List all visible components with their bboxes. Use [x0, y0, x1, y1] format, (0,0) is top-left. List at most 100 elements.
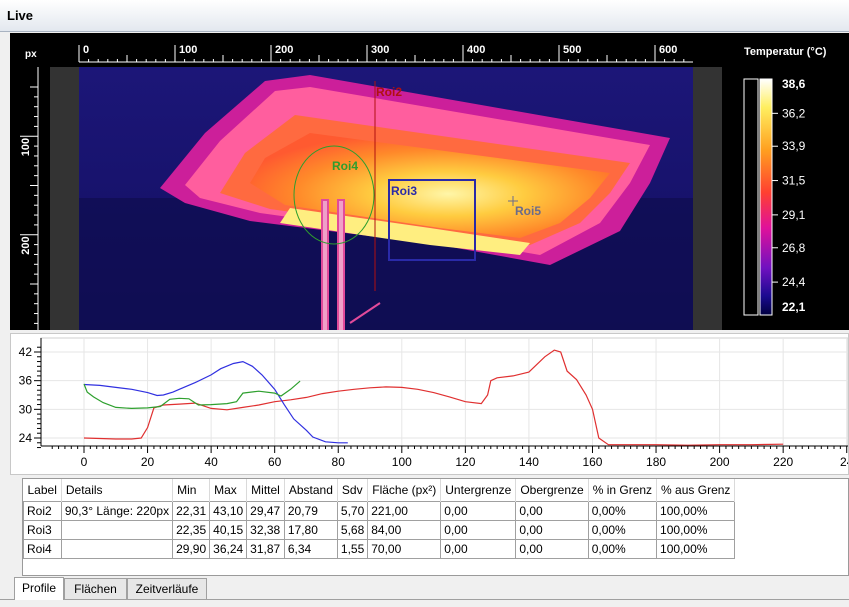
colorbar-ticks: 36,2 33,9 31,5 29,1 26,8 24,4	[772, 106, 806, 289]
table-cell: 100,00%	[657, 502, 735, 521]
roi4-label: Roi4	[332, 159, 358, 173]
thermal-svg[interactable]: Roi2 Roi4 Roi3 Roi5 px 0 100 200 300 400 500 6…	[10, 33, 849, 330]
table-cell: 40,15	[210, 521, 247, 540]
tab-label: Flächen	[74, 582, 117, 596]
x-tick-label: 0	[81, 455, 88, 469]
table-row[interactable]: Roi4 29,90 36,24 31,87 6,34 1,55 70,00 0,00 0,00…	[24, 540, 735, 559]
column-header[interactable]: Abstand	[284, 479, 337, 502]
table-cell: 90,3° Länge: 220px	[61, 502, 172, 521]
column-header[interactable]: Min	[173, 479, 210, 502]
colorbar-title: Temperatur (°C)	[744, 46, 827, 58]
table-cell: 70,00	[368, 540, 441, 559]
table-cell: Roi4	[24, 540, 62, 559]
table-cell: 20,79	[284, 502, 337, 521]
roi-stats-table[interactable]: Label Details Min Max Mittel Abstand Sdv Fläche…	[22, 478, 849, 576]
x-tick-label: 160	[582, 455, 602, 469]
x-tick-label: 24	[840, 455, 848, 469]
table-row[interactable]: Roi2 90,3° Länge: 220px 22,31 43,10 29,47 20,…	[24, 502, 735, 521]
table-cell: 0,00	[516, 502, 588, 521]
column-header[interactable]: Fläche (px²)	[368, 479, 441, 502]
table-cell: 0,00	[441, 521, 516, 540]
colorbar-max: 38,6	[782, 77, 806, 91]
colorbar-tick-label: 26,8	[782, 241, 806, 255]
table-cell: 5,70	[337, 502, 367, 521]
x-ruler-label: 500	[563, 44, 581, 56]
plot-area	[41, 338, 848, 446]
column-header[interactable]: % in Grenz	[588, 479, 656, 502]
table-cell: 29,90	[173, 540, 210, 559]
table-row[interactable]: Roi3 22,35 40,15 32,38 17,80 5,68 84,00 0,00 0,0…	[24, 521, 735, 540]
tab-label: Zeitverläufe	[136, 582, 199, 596]
table-cell: 6,34	[284, 540, 337, 559]
table-header-row: Label Details Min Max Mittel Abstand Sdv Fläche…	[24, 479, 735, 502]
x-tick-label: 140	[519, 455, 539, 469]
column-header[interactable]: Sdv	[337, 479, 367, 502]
table-cell: 100,00%	[657, 521, 735, 540]
y-ruler-label: 200	[20, 236, 32, 254]
tab-profile[interactable]: Profile	[14, 577, 64, 600]
column-header[interactable]: Untergrenze	[441, 479, 516, 502]
table-cell: 221,00	[368, 502, 441, 521]
column-header[interactable]: Obergrenze	[516, 479, 588, 502]
thermal-image-view[interactable]: Roi2 Roi4 Roi3 Roi5 px 0 100 200 300 400 500 6…	[10, 33, 849, 330]
x-tick-label: 200	[710, 455, 730, 469]
table-cell: 1,55	[337, 540, 367, 559]
x-tick-label: 80	[332, 455, 346, 469]
panel-title: Live	[7, 8, 33, 23]
table-cell: 0,00	[441, 502, 516, 521]
x-tick-label: 120	[455, 455, 475, 469]
table-cell: Roi3	[24, 521, 62, 540]
x-ruler-label: 400	[467, 44, 485, 56]
column-header[interactable]: Label	[24, 479, 62, 502]
profile-chart-svg[interactable]: 0 20 40 60 80 100 120 140 160 180 200 220 24 24 30 36 42	[11, 334, 848, 474]
table-cell: 43,10	[210, 502, 247, 521]
tab-label: Profile	[22, 581, 56, 595]
table-cell: 100,00%	[657, 540, 735, 559]
colorbar-tick-label: 24,4	[782, 275, 806, 289]
table-cell	[61, 521, 172, 540]
y-tick-label: 30	[19, 402, 33, 416]
axis-unit-label: px	[25, 49, 37, 60]
roi3-label: Roi3	[391, 184, 417, 198]
x-ruler-label: 600	[659, 44, 677, 56]
x-tick-label: 20	[141, 455, 155, 469]
tab-zeitverlaeufe[interactable]: Zeitverläufe	[127, 578, 207, 599]
x-tick-label: 180	[646, 455, 666, 469]
table-cell: 84,00	[368, 521, 441, 540]
table-cell: 0,00%	[588, 502, 656, 521]
x-ruler: 0 100 200 300 400 500 600	[79, 44, 693, 62]
y-tick-label: 36	[19, 374, 33, 388]
column-header[interactable]: Mittel	[247, 479, 285, 502]
column-header[interactable]: % aus Grenz	[657, 479, 735, 502]
column-header[interactable]: Details	[61, 479, 172, 502]
table-cell: 0,00	[441, 540, 516, 559]
colorbar-frame	[744, 79, 758, 315]
colorbar-min: 22,1	[782, 300, 806, 314]
table-cell: 36,24	[210, 540, 247, 559]
table-cell: 5,68	[337, 521, 367, 540]
y-tick-label: 42	[19, 345, 33, 359]
table-cell: 0,00%	[588, 521, 656, 540]
table-cell: 0,00	[516, 540, 588, 559]
tab-flaechen[interactable]: Flächen	[64, 578, 127, 599]
table-cell: Roi2	[24, 502, 62, 521]
x-tick-label: 100	[392, 455, 412, 469]
x-ruler-label: 100	[179, 44, 197, 56]
table-cell: 0,00%	[588, 540, 656, 559]
x-tick-label: 60	[268, 455, 282, 469]
x-ruler-label: 200	[275, 44, 293, 56]
colorbar	[760, 79, 772, 315]
column-header[interactable]: Max	[210, 479, 247, 502]
x-tick-label: 220	[773, 455, 793, 469]
profile-chart[interactable]: 0 20 40 60 80 100 120 140 160 180 200 220 24 24 30 36 42	[10, 333, 849, 475]
table-cell: 32,38	[247, 521, 285, 540]
table-cell: 31,87	[247, 540, 285, 559]
table-cell: 22,31	[173, 502, 210, 521]
x-ruler-label: 0	[83, 44, 89, 56]
live-panel-header: Live	[0, 0, 849, 32]
table-cell: 22,35	[173, 521, 210, 540]
table-cell: 0,00	[516, 521, 588, 540]
x-ruler-label: 300	[371, 44, 389, 56]
colorbar-tick-label: 31,5	[782, 174, 806, 188]
